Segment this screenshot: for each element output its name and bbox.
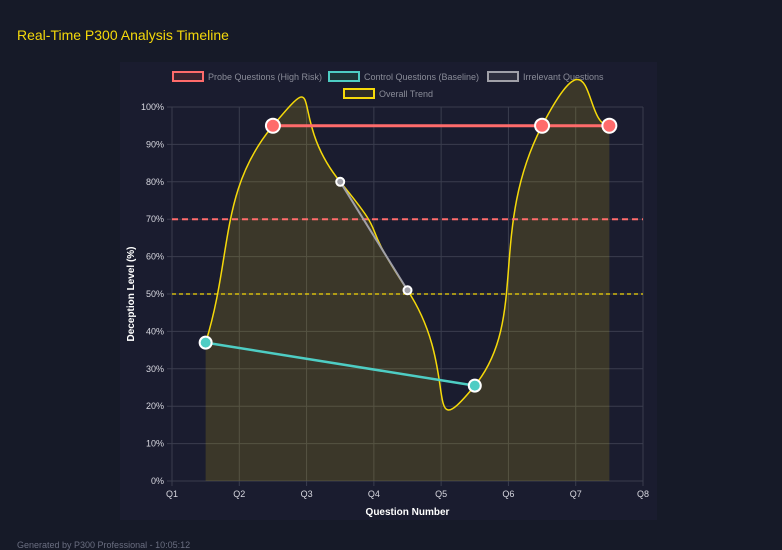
control-point [198,335,213,350]
y-tick-label: 0% [151,476,164,486]
legend-label: Irrelevant Questions [523,71,604,82]
x-tick-label: Q3 [301,489,313,499]
legend-swatch [172,71,204,82]
y-tick-label: 10% [146,439,164,449]
irrelevant-point [335,176,346,187]
legend-swatch [343,88,375,99]
control-line [205,341,475,387]
chart-svg: 0% 10% 20% 30% 40% 50% 60% 70% 80% 90% 100% Q1 Q2 Q3 Q… [126,78,649,518]
x-tick-label: Q8 [637,489,649,499]
control-point [467,378,482,393]
probe-point [601,117,618,134]
legend-item-probe[interactable]: Probe Questions (High Risk) [172,71,322,82]
legend-label: Control Questions (Baseline) [364,71,480,82]
x-axis-label: Question Number [366,507,450,518]
legend-item-control[interactable]: Control Questions (Baseline) [328,71,479,82]
probe-point [264,117,281,134]
x-tick-label: Q7 [570,489,582,499]
x-tick-label: Q2 [233,489,245,499]
footer-text: Generated by P300 Professional - 10:05:1… [17,540,191,550]
y-tick-label: 100% [141,102,164,112]
irrelevant-line [339,181,409,291]
legend-swatch [328,71,360,82]
x-tick-label: Q4 [368,489,380,499]
y-tick-label: 40% [146,326,164,336]
legend-item-trend[interactable]: Overall Trend [343,88,433,99]
y-tick-label: 70% [146,214,164,224]
page-title: Real-Time P300 Analysis Timeline [17,27,229,43]
x-tick-label: Q5 [435,489,447,499]
y-tick-label: 50% [146,289,164,299]
y-tick-label: 20% [146,401,164,411]
probe-point [534,117,551,134]
y-tick-label: 90% [146,139,164,149]
legend-label: Probe Questions (High Risk) [208,71,323,82]
y-tick-label: 60% [146,252,164,262]
legend-swatch [487,71,519,82]
chart-panel: Probe Questions (High Risk) Control Ques… [120,62,657,520]
trend-fill [205,79,610,481]
legend-item-irrelevant[interactable]: Irrelevant Questions [487,71,604,82]
x-tick-label: Q1 [166,489,178,499]
irrelevant-point [402,285,413,296]
y-tick-label: 30% [146,364,164,374]
x-tick-label: Q6 [502,489,514,499]
y-axis-label: Deception Level (%) [126,246,137,341]
y-tick-label: 80% [146,177,164,187]
legend-label: Overall Trend [379,88,434,99]
